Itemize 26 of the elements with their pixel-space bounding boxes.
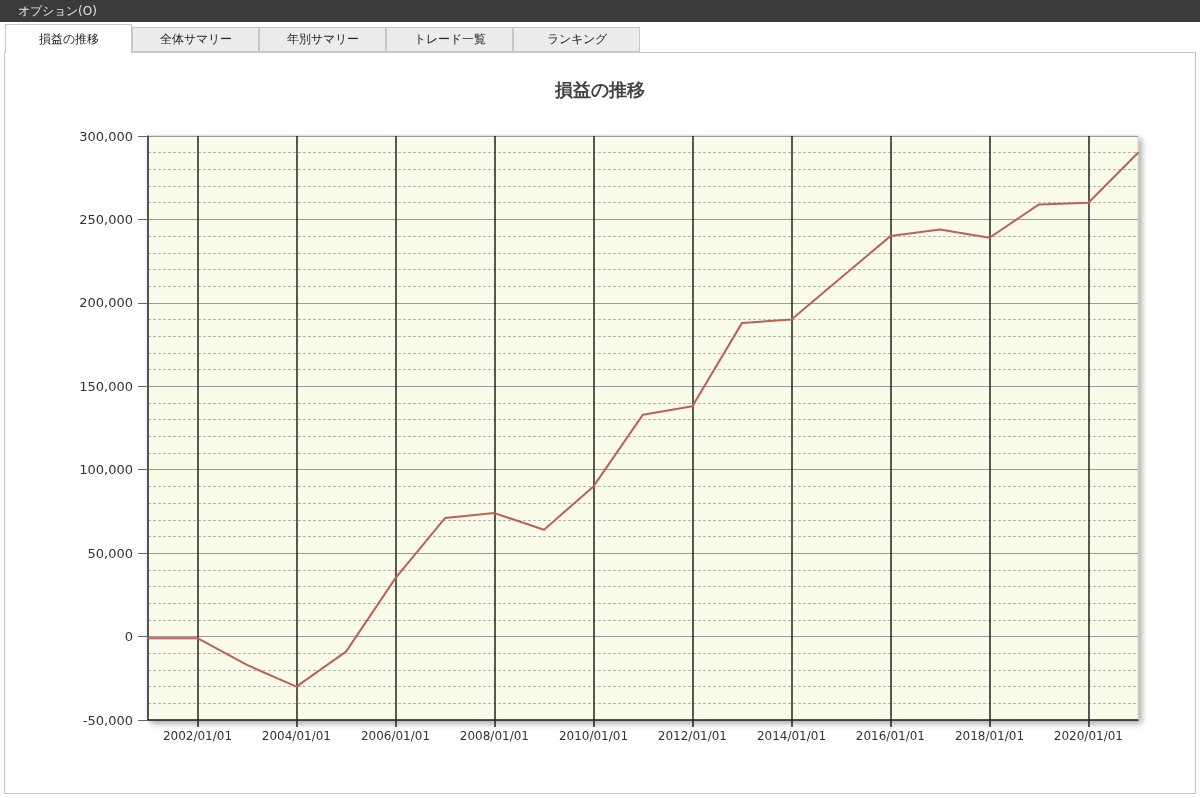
y-tick-label: 200,000 (79, 295, 133, 311)
x-tick-label: 2006/01/01 (360, 729, 431, 743)
y-tick-label: 150,000 (79, 378, 133, 394)
y-tick-label: 300,000 (79, 128, 133, 144)
y-tick-label: 50,000 (87, 545, 133, 561)
x-tick-label: 2002/01/01 (162, 729, 233, 743)
line-series (147, 151, 1139, 688)
x-tick-label: 2008/01/01 (459, 729, 529, 743)
y-tick-label: 250,000 (79, 211, 133, 227)
x-tick-label: 2010/01/01 (558, 729, 629, 743)
x-tick-label: 2012/01/01 (657, 729, 727, 743)
tab: 年別サマリー (259, 27, 386, 52)
y-tick-label: -50,000 (82, 712, 133, 728)
x-tick-label: 2020/01/01 (1053, 729, 1123, 743)
y-tick-label: 100,000 (79, 462, 133, 478)
x-tick-label: 2014/01/01 (756, 729, 827, 743)
tab: ランキング (513, 27, 640, 52)
menu-bar: オプション(O) (0, 0, 1200, 22)
y-tick-label: 0 (124, 629, 133, 645)
x-tick-label: 2018/01/01 (954, 729, 1025, 743)
x-tick-label: 2016/01/01 (855, 729, 925, 743)
tab: 損益の推移 (5, 24, 132, 53)
tab: 全体サマリー (132, 27, 259, 52)
tab: トレード一覧 (386, 27, 513, 52)
x-tick-label: 2004/01/01 (261, 729, 331, 743)
chart-title: 損益の推移 (554, 78, 645, 100)
